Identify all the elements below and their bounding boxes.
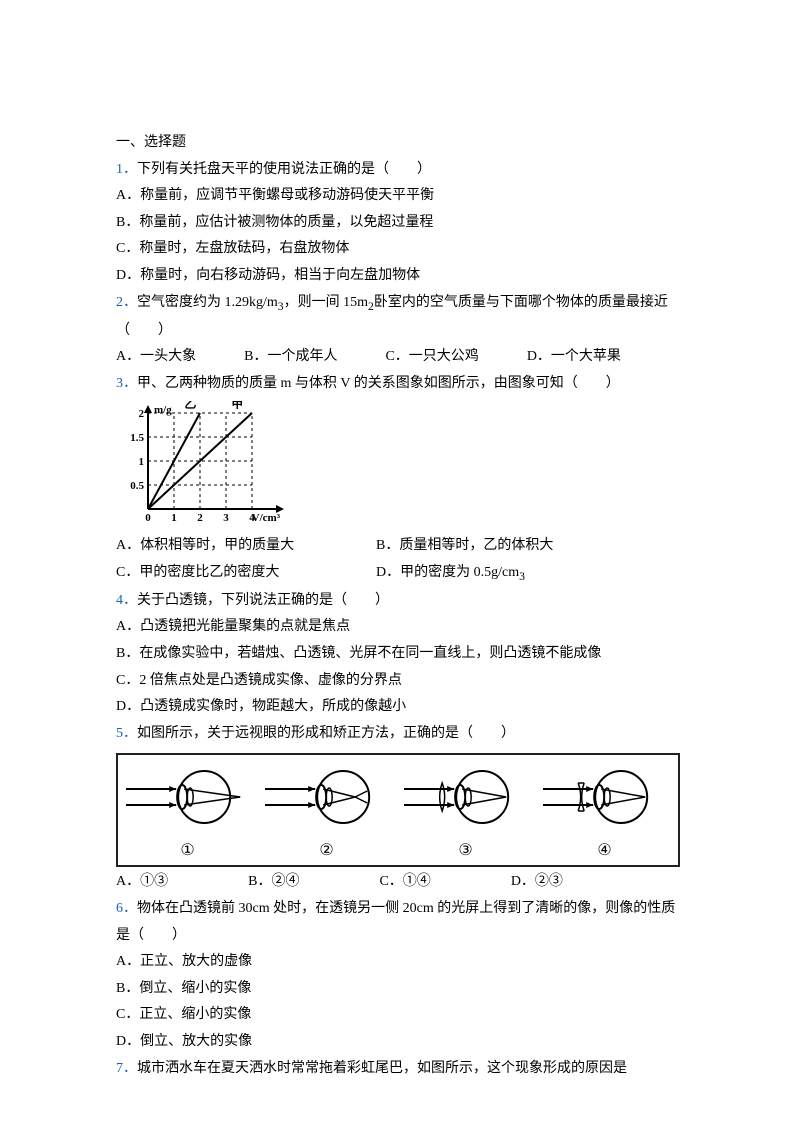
svg-text:甲: 甲 (231, 401, 243, 410)
q5-optA: A．①③ (116, 869, 168, 896)
svg-text:3: 3 (223, 512, 229, 524)
q6-num: 6． (116, 901, 137, 916)
q1-optB: B．称量前，应估计被测物体的质量，以免超过量程 (116, 210, 677, 237)
q5-optD: D．②③ (511, 869, 563, 896)
q2-text3: 卧室内的空气质量与下面哪个物体的质量最接近 (374, 295, 668, 310)
svg-text:0.5: 0.5 (130, 480, 144, 492)
q1-optD: D．称量时，向右移动游码，相当于向左盘加物体 (116, 263, 677, 290)
page: 一、选择题 1．下列有关托盘天平的使用说法正确的是（ ） A．称量前，应调节平衡… (0, 0, 793, 1122)
svg-text:乙: 乙 (184, 401, 196, 410)
q4-optA: A．凸透镜把光能量聚集的点就是焦点 (116, 614, 677, 641)
q5-text: 如图所示，关于远视眼的形成和矫正方法，正确的是（ ） (137, 726, 515, 741)
q5-optB: B．②④ (248, 869, 299, 896)
svg-text:②: ② (319, 842, 333, 859)
q4-optC: C．2 倍焦点处是凸透镜成实像、虚像的分界点 (116, 668, 677, 695)
svg-text:①: ① (180, 842, 194, 859)
q2-text2: ，则一间 15m (284, 295, 368, 310)
q1-optC: C．称量时，左盘放砝码，右盘放物体 (116, 236, 677, 263)
q3-stem: 3．甲、乙两种物质的质量 m 与体积 V 的关系图象如图所示，由图象可知（ ） (116, 371, 677, 398)
q6-optC: C．正立、缩小的实像 (116, 1002, 677, 1029)
q5-options: A．①③ B．②④ C．①④ D．②③ (116, 869, 677, 896)
eye-svg: ① ② ③ ④ (118, 755, 674, 865)
q2-text1: 空气密度约为 1.29kg/m (137, 295, 278, 310)
q3-optD: D．甲的密度为 0.5g/cm3 (376, 560, 677, 588)
q3-row1: A．体积相等时，甲的质量大 B．质量相等时，乙的体积大 (116, 533, 677, 560)
q2-optC: C．一只大公鸡 (385, 344, 478, 371)
q7-text: 城市洒水车在夏天洒水时常常拖着彩虹尾巴，如图所示，这个现象形成的原因是 (137, 1061, 627, 1076)
q2-optD: D．一个大苹果 (527, 344, 621, 371)
q2-optA: A．一头大象 (116, 344, 196, 371)
q4-num: 4． (116, 593, 137, 608)
q6-optA: A．正立、放大的虚像 (116, 949, 677, 976)
q7-num: 7． (116, 1061, 137, 1076)
q6-optD: D．倒立、放大的实像 (116, 1029, 677, 1056)
q2-num: 2． (116, 295, 137, 310)
q2-options: A．一头大象 B．一个成年人 C．一只大公鸡 D．一个大苹果 (116, 344, 677, 371)
svg-text:m/g: m/g (154, 404, 172, 416)
q4-optD: D．凸透镜成实像时，物距越大，所成的像越小 (116, 694, 677, 721)
svg-text:③: ③ (458, 842, 472, 859)
svg-text:2: 2 (139, 408, 145, 420)
q3-optD-sub: 3 (519, 570, 525, 583)
q6-stem: 6．物体在凸透镜前 30cm 处时，在透镜另一侧 20cm 的光屏上得到了清晰的… (116, 896, 677, 949)
q5-optC: C．①④ (379, 869, 430, 896)
svg-text:2: 2 (197, 512, 203, 524)
q3-row2: C．甲的密度比乙的密度大 D．甲的密度为 0.5g/cm3 (116, 560, 677, 588)
section-title: 一、选择题 (116, 130, 677, 157)
q6-text: 物体在凸透镜前 30cm 处时，在透镜另一侧 20cm 的光屏上得到了清晰的像，… (116, 901, 675, 943)
svg-text:0: 0 (145, 512, 151, 524)
q4-stem: 4．关于凸透镜，下列说法正确的是（ ） (116, 588, 677, 615)
svg-text:1.5: 1.5 (130, 432, 144, 444)
q3-optD-text: D．甲的密度为 0.5g/cm (376, 565, 519, 580)
svg-text:1: 1 (171, 512, 177, 524)
q3-graph: 012340.511.52m/gV/cm³乙甲 (116, 401, 677, 531)
q3-optA: A．体积相等时，甲的质量大 (116, 533, 376, 560)
q4-optB: B．在成像实验中，若蜡烛、凸透镜、光屏不在同一直线上，则凸透镜不能成像 (116, 641, 677, 668)
q3-optC: C．甲的密度比乙的密度大 (116, 560, 376, 588)
q7-stem: 7．城市洒水车在夏天洒水时常常拖着彩虹尾巴，如图所示，这个现象形成的原因是 (116, 1056, 677, 1083)
q6-optB: B．倒立、缩小的实像 (116, 976, 677, 1003)
q2-stem: 2．空气密度约为 1.29kg/m3，则一间 15m2卧室内的空气质量与下面哪个… (116, 290, 677, 318)
q2-optB: B．一个成年人 (244, 344, 337, 371)
q5-num: 5． (116, 726, 137, 741)
svg-text:V/cm³: V/cm³ (252, 512, 281, 524)
svg-text:④: ④ (597, 842, 611, 859)
q2-paren: （ ） (116, 318, 677, 345)
q1-text: 下列有关托盘天平的使用说法正确的是（ ） (137, 162, 431, 177)
svg-text:1: 1 (139, 456, 145, 468)
q3-text: 甲、乙两种物质的质量 m 与体积 V 的关系图象如图所示，由图象可知（ ） (137, 376, 620, 391)
q1-optA: A．称量前，应调节平衡螺母或移动游码使天平平衡 (116, 183, 677, 210)
q1-num: 1． (116, 162, 137, 177)
q5-stem: 5．如图所示，关于远视眼的形成和矫正方法，正确的是（ ） (116, 721, 677, 748)
q5-diagram: ① ② ③ ④ (116, 753, 680, 867)
graph-svg: 012340.511.52m/gV/cm³乙甲 (116, 401, 286, 531)
q4-text: 关于凸透镜，下列说法正确的是（ ） (137, 593, 389, 608)
q3-optB: B．质量相等时，乙的体积大 (376, 533, 677, 560)
q3-num: 3． (116, 376, 137, 391)
q1-stem: 1．下列有关托盘天平的使用说法正确的是（ ） (116, 157, 677, 184)
